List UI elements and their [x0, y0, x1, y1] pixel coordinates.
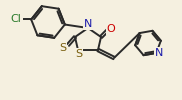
Text: S: S [75, 49, 83, 59]
Text: S: S [60, 43, 67, 53]
Text: Cl: Cl [11, 14, 22, 24]
Text: O: O [107, 24, 115, 34]
Text: N: N [84, 19, 92, 29]
Text: N: N [155, 48, 164, 58]
